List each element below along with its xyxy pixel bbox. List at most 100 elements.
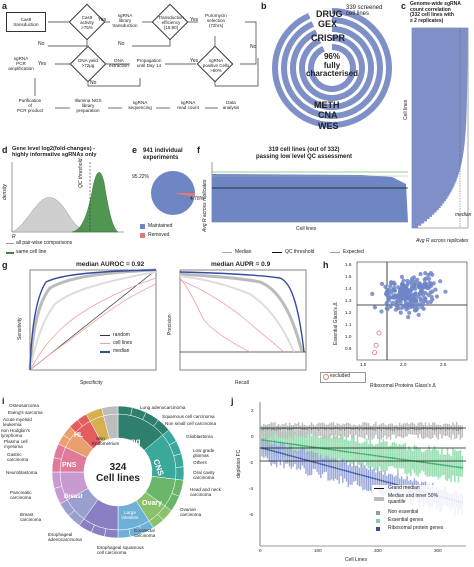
panel-label-d: d: [2, 145, 8, 155]
noness-median: [365, 428, 368, 430]
legend-maintained: Maintained: [148, 223, 173, 229]
ribo-median: [327, 465, 330, 467]
panel-label-g: g: [2, 260, 8, 270]
ribo-median: [264, 448, 267, 450]
scatter-point: [405, 302, 410, 307]
scatter-point: [384, 288, 390, 293]
panel-j-xlabel: Cell Lines: [345, 557, 367, 563]
ribo-median: [277, 451, 280, 454]
noness-median: [369, 428, 372, 431]
scatter-point: [406, 315, 411, 320]
essential-median: [362, 453, 364, 455]
essential-median: [437, 463, 440, 466]
ribo-median: [303, 458, 306, 461]
ribo-median: [288, 454, 291, 457]
noness-median: [422, 428, 425, 430]
ribo-median: [295, 456, 298, 459]
essential-median: [343, 450, 346, 453]
ribo-median: [340, 468, 342, 471]
scatter-point: [407, 310, 412, 315]
label-aml: Acute myeloid leukemia: [3, 417, 32, 427]
legend-cell-lines-swatch: [100, 343, 110, 344]
label-pancreatic: Pancreatic carcinoma: [10, 490, 32, 500]
legend-random: random: [113, 332, 130, 338]
scatter-point: [428, 290, 433, 295]
scatter-point: [413, 291, 418, 296]
scatter-point: [407, 288, 412, 294]
noness-median: [325, 428, 327, 431]
yes-label-3: Yes: [38, 61, 47, 67]
essential-median: [363, 453, 366, 456]
pr-ylabel: Precision: [167, 314, 173, 335]
ribo-median: [318, 462, 320, 465]
noness-median: [421, 428, 423, 430]
label-lung-adeno: Lung adenocarcinoma: [140, 405, 186, 410]
essential-median: [288, 442, 291, 445]
excluded-legend-box: [320, 372, 366, 383]
panel-f-ylabel: Avg R across replicates: [202, 179, 208, 232]
scatter-point: [422, 277, 427, 282]
legend-expected-swatch: [330, 252, 340, 253]
essential-median: [420, 461, 423, 464]
scatter-point: [409, 284, 414, 289]
ribo-median: [389, 482, 392, 484]
noness-median: [397, 428, 399, 431]
essential-median: [330, 448, 333, 451]
essential-median: [297, 444, 300, 446]
essential-median: [424, 461, 427, 464]
aupr-title: median AUPR = 0.9: [211, 261, 271, 268]
ring-label-wes: WES: [318, 121, 339, 131]
essential-median: [266, 439, 269, 442]
label-ovarian: Ovarian carcinoma: [180, 507, 202, 517]
j-ytick-1: 0: [251, 434, 254, 439]
ribo-median: [352, 472, 355, 474]
qc-threshold-label: QC threshold: [78, 158, 84, 188]
pr-plot: [179, 269, 307, 371]
j-xtick-1: 100: [314, 548, 322, 553]
noness-median: [340, 429, 342, 431]
ribo-median: [338, 468, 341, 470]
essential-median: [391, 457, 394, 459]
legend-removed-swatch: [140, 233, 145, 238]
scatter-point: [423, 271, 428, 276]
ribo-median: [387, 481, 390, 484]
misc-endometrium: Endometrium: [92, 441, 120, 446]
pct-removed: 4.78%: [190, 196, 205, 202]
essential-median: [439, 463, 442, 466]
legend-random-swatch: [100, 335, 110, 336]
essential-median: [261, 439, 263, 441]
essential-median: [356, 452, 359, 455]
essential-median: [360, 452, 363, 455]
ribo-median: [284, 453, 287, 456]
label-head-neck: Head and neck carcinoma: [190, 487, 221, 497]
essential-median: [378, 455, 381, 458]
panel-d-xlabel: R: [12, 234, 16, 240]
noness-median: [417, 428, 419, 431]
ribo-median: [290, 455, 293, 457]
noness-median: [380, 429, 383, 431]
scatter-point: [417, 281, 422, 286]
essential-median: [385, 456, 388, 459]
essential-median: [428, 462, 431, 465]
essential-median: [281, 441, 284, 444]
scatter-point: [400, 294, 405, 299]
screened-count: 339 screened cell lines: [346, 5, 383, 17]
ribo-median: [281, 452, 284, 455]
noness-median: [432, 428, 434, 431]
essential-median: [382, 455, 385, 458]
noness-median: [391, 429, 394, 431]
ribo-median: [294, 456, 296, 458]
scatter-point: [379, 281, 385, 286]
scatter-point: [370, 291, 375, 296]
essential-median: [273, 440, 276, 443]
scatter-point: [420, 292, 426, 298]
essential-median: [341, 450, 344, 453]
no-label-1: No: [38, 41, 45, 47]
essential-median: [369, 454, 372, 456]
noness-median: [433, 429, 436, 431]
essential-median: [286, 442, 289, 445]
noness-median: [303, 428, 305, 430]
panel-h-ylabel: Essential Glass's Δ: [333, 302, 339, 345]
qc-bar-plot: [211, 162, 408, 223]
no-label-3: No: [250, 44, 257, 50]
